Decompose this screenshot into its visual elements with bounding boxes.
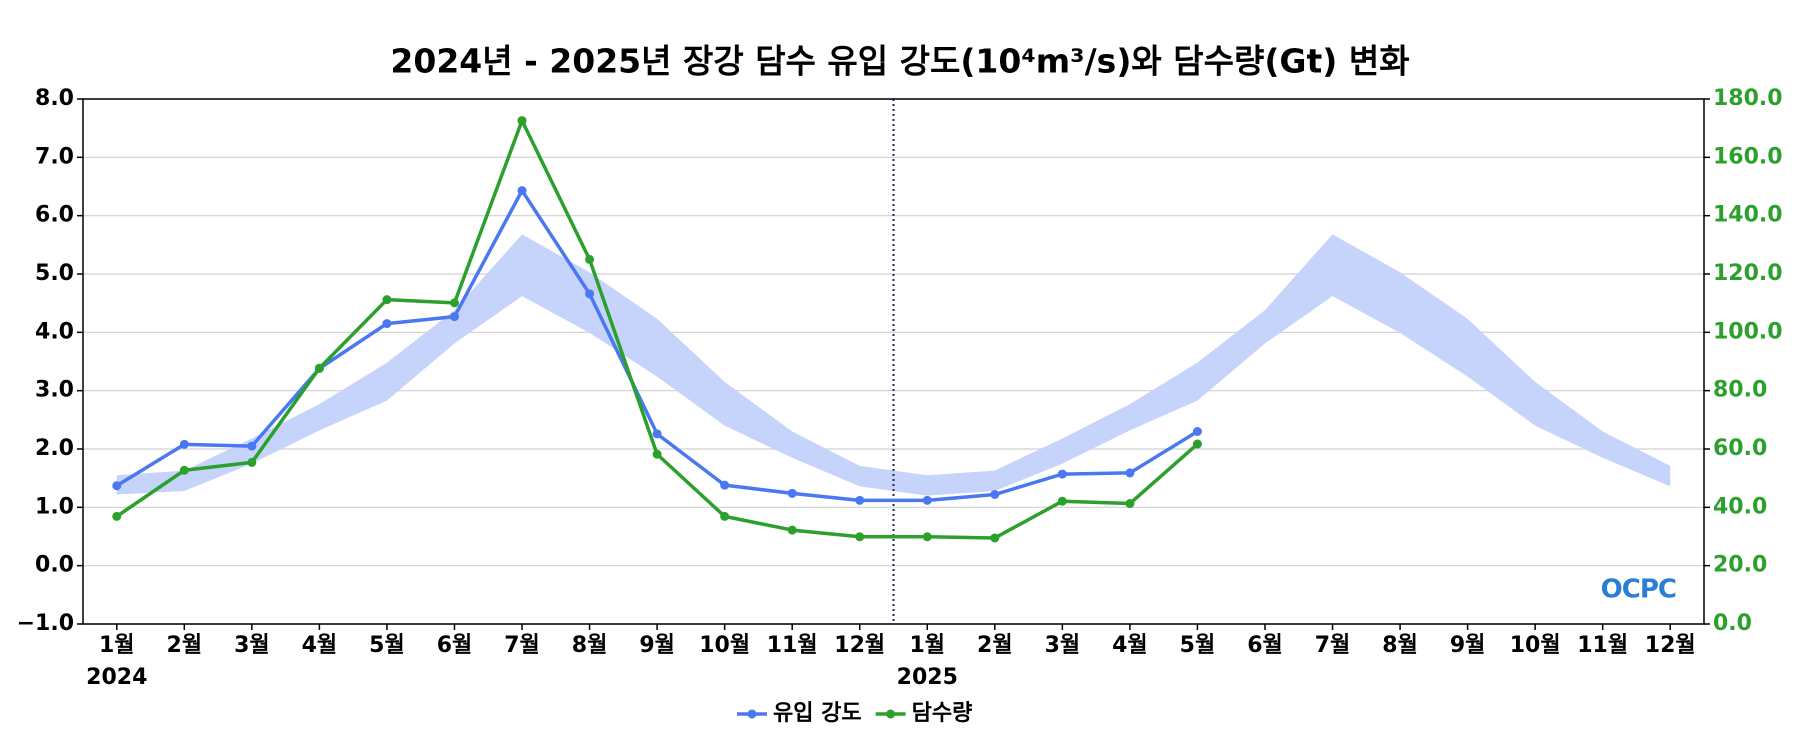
y-tick-label: 6.0: [35, 203, 74, 228]
series-point: [382, 319, 392, 329]
x-tick-label: 5월: [1180, 633, 1216, 658]
series-point: [112, 481, 122, 491]
series-point: [179, 465, 189, 475]
y-tick-label: 1.0: [35, 494, 74, 519]
series-point: [179, 439, 189, 449]
normal-range-band: [116, 234, 1671, 496]
legend-marker: [747, 709, 757, 719]
series-point: [1125, 499, 1135, 509]
x-tick-label: 2월: [977, 633, 1013, 658]
series-point: [787, 525, 797, 535]
series-point: [1057, 469, 1067, 479]
x-tick-label: 4월: [1112, 633, 1148, 658]
series-point: [652, 449, 662, 459]
x-tick-label: 1월: [99, 633, 135, 658]
y-tick-label: 4.0: [35, 319, 74, 344]
legend-marker: [886, 709, 896, 719]
x-tick-label: 9월: [1450, 633, 1486, 658]
series-point: [855, 532, 865, 542]
series-point: [652, 429, 662, 439]
x-tick-label: 6월: [1247, 633, 1283, 658]
x-tick-label: 10월: [699, 633, 750, 658]
series-point: [787, 488, 797, 498]
y-tick-label: 3.0: [35, 378, 74, 403]
y2-tick-label: 40.0: [1713, 494, 1767, 519]
series-point: [1192, 427, 1202, 436]
y2-tick-label: 100.0: [1713, 319, 1783, 344]
y2-tick-label: 80.0: [1713, 378, 1767, 403]
x-tick-label: 6월: [437, 633, 473, 658]
series-point: [449, 312, 459, 322]
legend: 유입 강도 담수량: [737, 701, 972, 726]
x-tick-label: 11월: [767, 633, 818, 658]
series-point: [247, 457, 257, 467]
x-tick-label: 12월: [834, 633, 885, 658]
series-point: [585, 289, 595, 299]
x-tick-label: 10월: [1510, 633, 1561, 658]
y2-tick-label: 0.0: [1713, 611, 1752, 636]
series-point: [922, 495, 932, 505]
y-tick-label: 5.0: [35, 261, 74, 286]
y2-tick-label: 140.0: [1713, 203, 1783, 228]
year-label: 2024: [86, 665, 147, 690]
y-tick-label: 2.0: [35, 436, 74, 461]
x-tick-label: 3월: [234, 633, 270, 658]
y-tick-label: 8.0: [35, 86, 74, 111]
y2-tick-label: 60.0: [1713, 436, 1767, 461]
series-point: [1125, 468, 1135, 478]
y2-tick-label: 180.0: [1713, 86, 1783, 111]
x-tick-label: 7월: [1315, 633, 1351, 658]
series-point: [585, 254, 595, 264]
series-point: [517, 186, 527, 196]
series-point: [990, 490, 1000, 499]
series-point: [112, 511, 122, 521]
series-point: [1192, 439, 1202, 449]
series-point: [720, 480, 730, 490]
series-point: [449, 298, 459, 308]
x-tick-label: 7월: [504, 633, 540, 658]
y2-tick-label: 20.0: [1713, 553, 1767, 578]
year-label: 2025: [897, 665, 958, 690]
y2-tick-label: 120.0: [1713, 261, 1783, 286]
x-tick-label: 4월: [302, 633, 338, 658]
series-point: [855, 495, 865, 505]
y-tick-label: 7.0: [35, 144, 74, 169]
chart-title: 2024년 - 2025년 장강 담수 유입 강도(10⁴m³/s)와 담수량(…: [390, 42, 1409, 81]
x-tick-label: 3월: [1045, 633, 1081, 658]
y-tick-label: 0.0: [35, 553, 74, 578]
legend-label: 담수량: [912, 701, 973, 726]
y-tick-label: −1.0: [17, 611, 74, 636]
series-point: [247, 441, 257, 451]
series-point: [314, 363, 324, 373]
legend-label: 유입 강도: [773, 701, 862, 726]
series-point: [1057, 496, 1067, 506]
x-tick-label: 12월: [1645, 633, 1696, 658]
y2-tick-label: 160.0: [1713, 144, 1783, 169]
x-tick-label: 1월: [909, 633, 945, 658]
x-tick-label: 9월: [639, 633, 675, 658]
series-point: [922, 532, 932, 542]
x-tick-label: 5월: [369, 633, 405, 658]
series-point: [990, 533, 1000, 543]
x-tick-label: 8월: [1382, 633, 1418, 658]
series-point: [517, 116, 527, 126]
plot-frame: [82, 98, 1705, 625]
x-tick-label: 8월: [572, 633, 608, 658]
x-tick-label: 2월: [167, 633, 203, 658]
series-point: [720, 511, 730, 521]
watermark: OCPC: [1601, 575, 1676, 605]
x-tick-label: 11월: [1577, 633, 1628, 658]
series-point: [382, 295, 392, 305]
